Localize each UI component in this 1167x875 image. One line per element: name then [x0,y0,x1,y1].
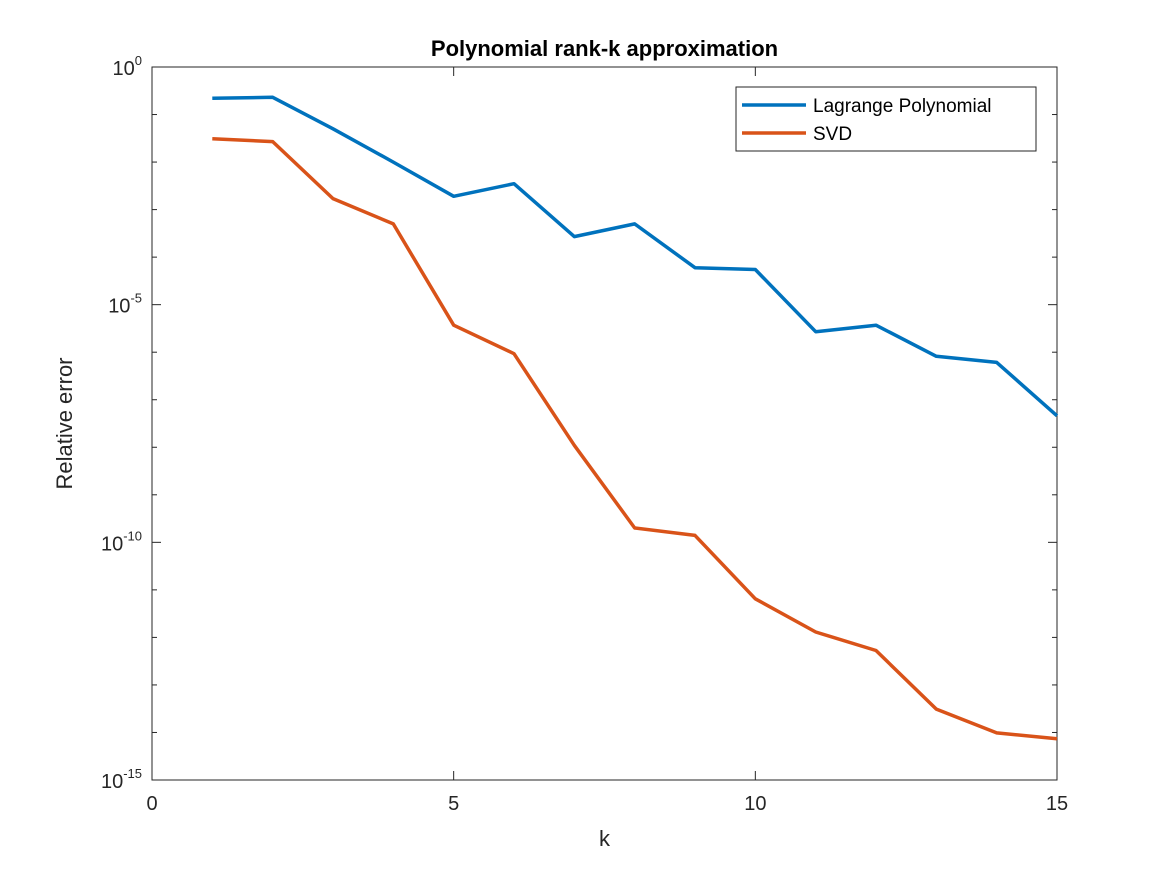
y-tick-label: 100 [113,53,142,80]
y-axis-ticks: 100 10-5 10-10 10-15 [101,53,1057,793]
y-axis-label: Relative error [52,357,77,489]
x-axis-ticks: 0 5 10 15 [146,67,1068,815]
x-tick-label: 10 [744,793,766,815]
legend-entry-lagrange: Lagrange Polynomial [813,96,992,117]
series-line-svd [212,136,1058,741]
series-line-lagrange-polynomial [212,95,1059,418]
legend: Lagrange Polynomial SVD [735,86,1037,152]
y-tick-label: 10-5 [108,291,142,318]
x-tick-label: 15 [1046,793,1068,815]
x-tick-label: 0 [146,793,157,815]
plot-area [151,66,1058,781]
x-tick-label: 5 [448,793,459,815]
y-tick-label: 10-15 [101,766,142,793]
y-tick-label: 10-10 [101,528,142,555]
legend-box [735,86,1037,152]
minor-ticks [152,114,1057,733]
legend-entry-svd: SVD [813,124,852,145]
series-lines [212,95,1059,741]
x-axis-label: k [599,826,611,851]
chart-title: Polynomial rank-k approximation [431,36,778,61]
